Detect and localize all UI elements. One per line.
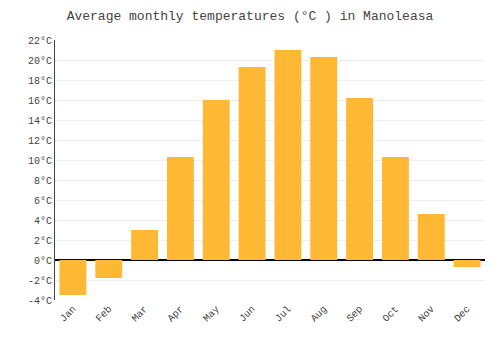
svg-text:0°C: 0°C xyxy=(34,256,52,267)
svg-text:10°C: 10°C xyxy=(28,156,52,167)
svg-text:Mar: Mar xyxy=(130,304,151,325)
svg-text:6°C: 6°C xyxy=(34,196,52,207)
svg-text:Feb: Feb xyxy=(94,304,115,325)
svg-text:22°C: 22°C xyxy=(28,36,52,47)
svg-text:16°C: 16°C xyxy=(28,96,52,107)
svg-text:Jan: Jan xyxy=(58,304,79,325)
svg-text:18°C: 18°C xyxy=(28,76,52,87)
svg-text:-2°C: -2°C xyxy=(28,276,52,287)
svg-text:May: May xyxy=(201,304,222,325)
svg-text:Sep: Sep xyxy=(345,304,366,325)
svg-text:Dec: Dec xyxy=(452,304,473,325)
svg-text:-4°C: -4°C xyxy=(28,296,52,307)
svg-text:20°C: 20°C xyxy=(28,56,52,67)
svg-text:Average monthly temperatures (: Average monthly temperatures (°C ) in Ma… xyxy=(67,9,434,24)
svg-text:12°C: 12°C xyxy=(28,136,52,147)
svg-text:Nov: Nov xyxy=(416,304,437,325)
svg-text:4°C: 4°C xyxy=(34,216,52,227)
svg-text:Jun: Jun xyxy=(237,304,258,325)
svg-text:Jul: Jul xyxy=(273,304,294,325)
svg-text:2°C: 2°C xyxy=(34,236,52,247)
svg-text:Aug: Aug xyxy=(309,304,330,325)
svg-text:14°C: 14°C xyxy=(28,116,52,127)
svg-text:Apr: Apr xyxy=(166,304,187,325)
svg-text:8°C: 8°C xyxy=(34,176,52,187)
svg-text:Oct: Oct xyxy=(381,304,402,325)
